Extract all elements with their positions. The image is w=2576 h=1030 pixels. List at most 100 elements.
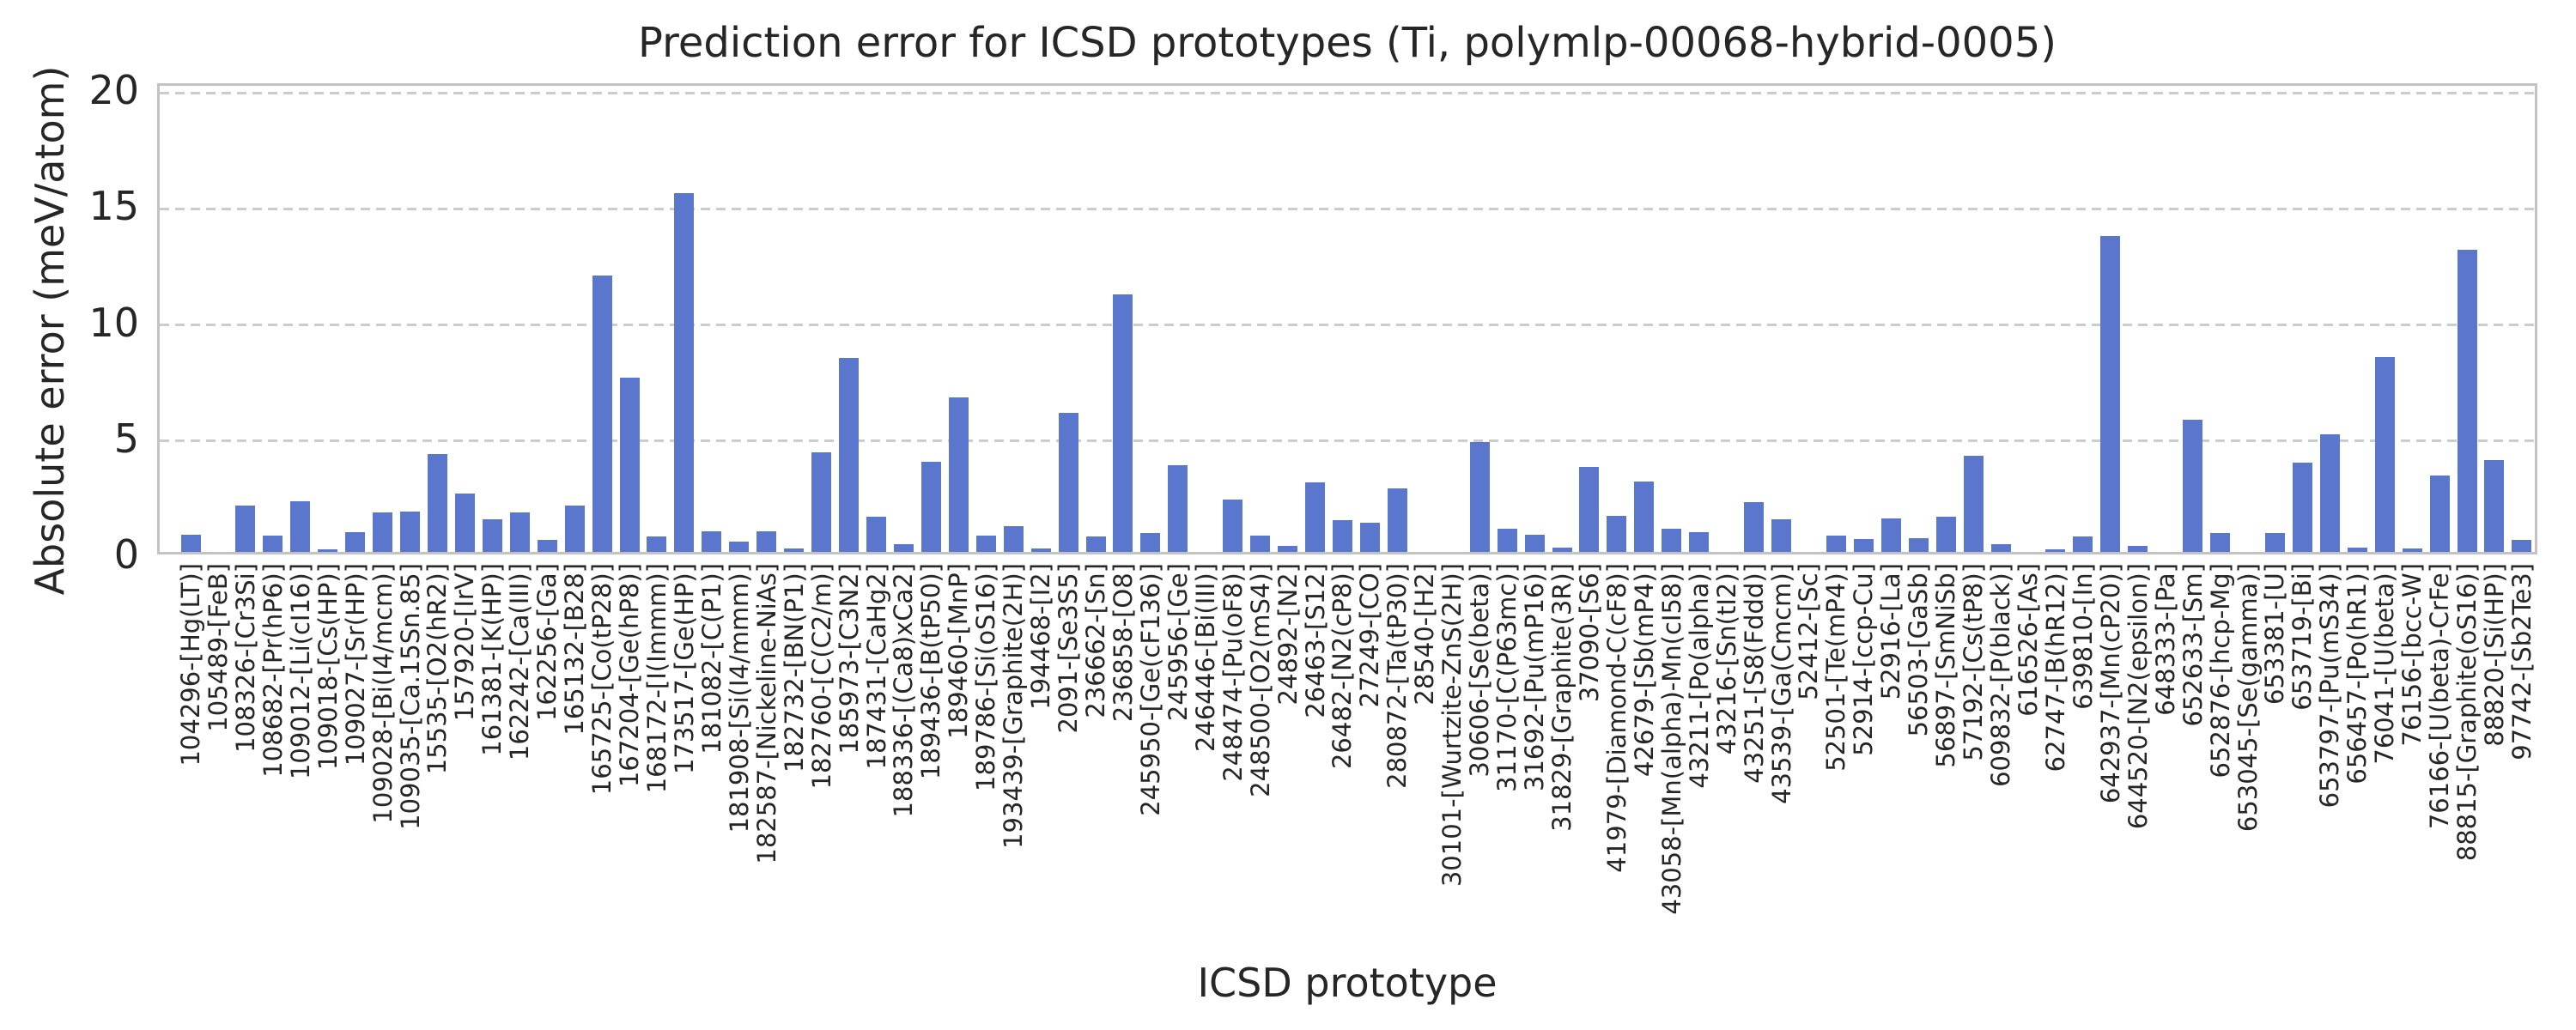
x-tick-label: 652876-[hcp-Mg]	[2205, 563, 2235, 779]
bar	[1387, 488, 1407, 552]
x-tick-label: 642937-[Mn(cP20)]	[2095, 563, 2125, 804]
x-tick-label: 43211-[Po(alpha)]	[1684, 563, 1714, 789]
x-tick-label: 24892-[N2]	[1273, 563, 1303, 706]
x-tick-label: 109035-[Ca.15Sn.85]	[395, 563, 425, 830]
x-tick-label: 109028-[Bi(I4/mcm)]	[368, 563, 398, 824]
x-tick-label: 76156-[bcc-W]	[2397, 563, 2427, 747]
bar	[592, 276, 612, 552]
bar	[427, 454, 447, 552]
x-tick-label: 653797-[Pu(mS34)]	[2315, 563, 2345, 809]
bar	[1223, 500, 1243, 552]
bar	[2292, 462, 2312, 552]
bar	[1689, 532, 1710, 552]
bar	[318, 549, 338, 552]
bar	[482, 519, 502, 552]
bar	[1744, 501, 1765, 552]
x-tick-label: 108682-[Pr(hP6)]	[258, 563, 288, 778]
x-tick-label: 108326-[Cr3Si]	[230, 563, 260, 753]
bar	[290, 500, 311, 552]
x-tick-label: 248474-[Pu(oF8)]	[1218, 563, 1248, 782]
bar	[1140, 533, 1161, 552]
x-tick-label: 639810-[In]	[2068, 563, 2098, 710]
x-tick-label: 109012-[Li(cI16)]	[285, 563, 315, 780]
bar	[1963, 455, 1984, 552]
bar	[2457, 250, 2477, 552]
x-tick-label: 76166-[U(beta)-CrFe]	[2425, 563, 2455, 830]
x-tick-label: 280872-[Ta(tP30)]	[1382, 563, 1413, 789]
x-tick-label: 656457-[Po(hR1)]	[2342, 563, 2372, 785]
x-tick-label: 28540-[H2]	[1410, 563, 1440, 706]
bar	[975, 536, 996, 552]
bar	[729, 541, 750, 552]
gridline	[160, 207, 2535, 210]
bar	[537, 540, 557, 552]
x-tick-label: 162242-[Ca(III)]	[505, 563, 535, 761]
x-tick-label: 43216-[Sn(tI2)]	[1711, 563, 1741, 755]
plot-area	[157, 83, 2537, 554]
x-tick-label: 104296-[Hg(LT)]	[176, 563, 205, 766]
bar	[1168, 464, 1188, 552]
y-tick-label: 15	[88, 183, 139, 230]
x-tick-label: 609832-[P(black)]	[1986, 563, 2016, 787]
x-tick-label: 57192-[Cs(tP8)]	[1959, 563, 1989, 761]
bar	[702, 530, 722, 552]
x-tick-label: 88815-[Graphite(oS16)]	[2452, 563, 2482, 862]
bar	[1853, 539, 1874, 552]
bar	[1524, 534, 1545, 552]
bar	[1278, 546, 1298, 552]
x-tick-label: 182587-[Nickeline-NiAs]	[751, 563, 781, 864]
x-tick-label: 37090-[S6]	[1574, 563, 1604, 703]
x-tick-label: 88820-[Si(HP)]	[2479, 563, 2509, 747]
y-tick-label: 10	[88, 299, 139, 346]
x-axis-label: ICSD prototype	[1197, 960, 1498, 1006]
x-tick-label: 165725-[Co(tP28)]	[587, 563, 617, 796]
bar	[2374, 356, 2395, 552]
x-tick-label: 43539-[Ga(Cmcm)]	[1766, 563, 1796, 804]
bar	[1771, 519, 1792, 552]
x-tick-label: 56897-[SmNiSb]	[1931, 563, 1961, 768]
bar	[2073, 536, 2093, 552]
bar	[2128, 546, 2148, 552]
bar	[1497, 528, 1517, 552]
bar	[1579, 467, 1600, 552]
bar	[1250, 536, 1271, 552]
bar	[1332, 520, 1352, 552]
x-tick-label: 56503-[GaSb]	[1904, 563, 1934, 737]
x-tick-label: 193439-[Graphite(2H)]	[999, 563, 1029, 849]
bar	[647, 536, 667, 552]
x-tick-label: 41979-[Diamond-C(cF8)]	[1601, 563, 1631, 873]
bar	[373, 512, 393, 552]
x-tick-label: 181082-[C(P1)]	[696, 563, 726, 754]
bar	[235, 505, 256, 552]
x-tick-label: 189786-[Si(oS16)]	[971, 563, 1001, 791]
x-tick-label: 167204-[Ge(hP8)]	[615, 563, 645, 788]
x-tick-label: 42679-[Sb(mP4)]	[1629, 563, 1659, 777]
bar	[1085, 536, 1106, 552]
bar	[1030, 548, 1051, 552]
x-tick-label: 15535-[O2(hR2)]	[422, 563, 453, 775]
bar	[345, 532, 366, 552]
x-tick-label: 97742-[Sb2Te3]	[2506, 563, 2537, 760]
x-tick-label: 109027-[Sr(HP)]	[340, 563, 370, 766]
bar	[1607, 516, 1627, 552]
x-tick-label: 653719-[Bi]	[2287, 563, 2318, 711]
x-tick-label: 246446-[Bi(III)]	[1190, 563, 1220, 753]
bar	[2045, 549, 2066, 552]
y-tick-label: 0	[113, 531, 139, 578]
x-tick-label: 182760-[C(C2/m)]	[806, 563, 836, 790]
bar	[1359, 523, 1380, 552]
bar	[1990, 543, 2011, 552]
bar	[1908, 537, 1929, 552]
bar	[674, 193, 695, 552]
x-tick-label: 652633-[Sm]	[2178, 563, 2208, 727]
x-tick-label: 43058-[Mn(alpha)-Mn(cI58)]	[1656, 563, 1686, 915]
bar	[400, 511, 421, 552]
bar	[619, 378, 640, 552]
bar	[2100, 236, 2121, 552]
bar	[180, 534, 201, 552]
x-tick-label: 194468-[I2]	[1026, 563, 1056, 710]
bar	[1552, 547, 1572, 552]
x-tick-label: 648333-[Pa]	[2150, 563, 2180, 716]
gridline	[160, 439, 2535, 443]
bar	[1113, 294, 1133, 552]
